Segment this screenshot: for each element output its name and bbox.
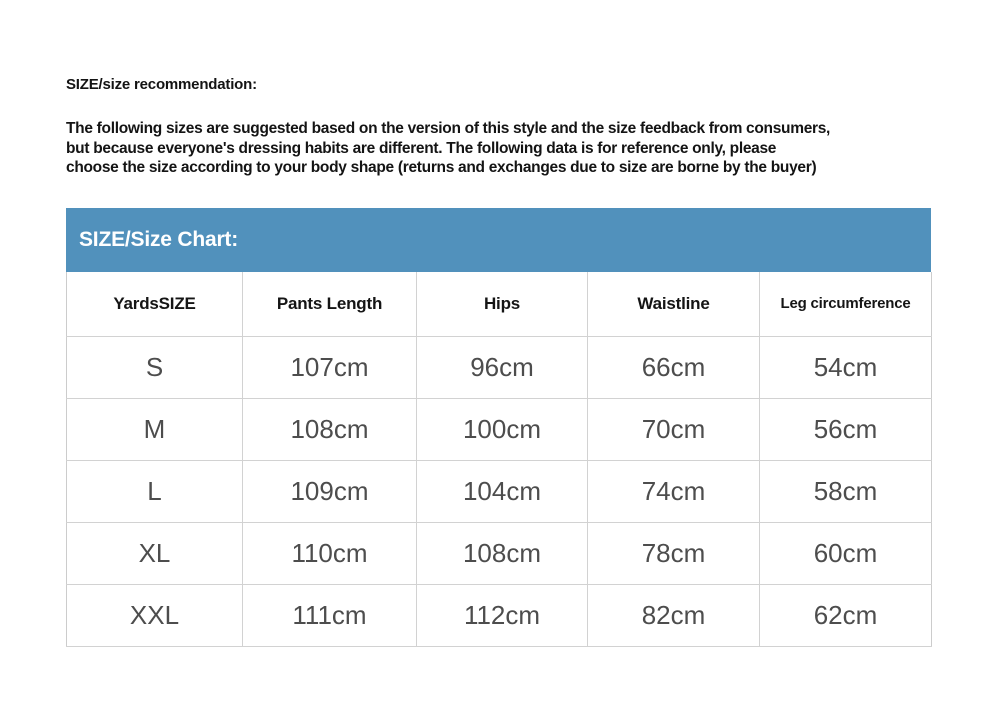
measurement-cell: 62cm bbox=[759, 583, 932, 647]
measurement-cell: 108cm bbox=[416, 521, 588, 585]
table-row-xl: XL 110cm 108cm 78cm 60cm bbox=[66, 521, 932, 585]
table-row-m: M 108cm 100cm 70cm 56cm bbox=[66, 397, 932, 461]
size-chart-banner: SIZE/Size Chart: bbox=[66, 207, 931, 272]
measurement-cell: 100cm bbox=[416, 397, 588, 461]
measurement-cell: 54cm bbox=[759, 335, 932, 399]
measurement-cell: 110cm bbox=[242, 521, 417, 585]
size-cell: XL bbox=[66, 521, 243, 585]
measurement-cell: 104cm bbox=[416, 459, 588, 523]
measurement-cell: 108cm bbox=[242, 397, 417, 461]
measurement-cell: 82cm bbox=[587, 583, 760, 647]
column-header-waistline: Waistline bbox=[587, 271, 760, 337]
table-row-l: L 109cm 104cm 74cm 58cm bbox=[66, 459, 932, 523]
measurement-cell: 109cm bbox=[242, 459, 417, 523]
table-row-s: S 107cm 96cm 66cm 54cm bbox=[66, 335, 932, 399]
measurement-cell: 58cm bbox=[759, 459, 932, 523]
measurement-cell: 60cm bbox=[759, 521, 932, 585]
measurement-cell: 96cm bbox=[416, 335, 588, 399]
table-row-xxl: XXL 111cm 112cm 82cm 62cm bbox=[66, 583, 932, 647]
size-chart-table: YardsSIZE Pants Length Hips Waistline Le… bbox=[66, 271, 932, 647]
size-cell: XXL bbox=[66, 583, 243, 647]
column-header-size: YardsSIZE bbox=[66, 271, 243, 337]
recommendation-line-1: The following sizes are suggested based … bbox=[66, 120, 831, 137]
measurement-cell: 70cm bbox=[587, 397, 760, 461]
size-chart-banner-title: SIZE/Size Chart: bbox=[79, 227, 238, 251]
size-chart-header-row: YardsSIZE Pants Length Hips Waistline Le… bbox=[66, 271, 932, 337]
measurement-cell: 56cm bbox=[759, 397, 932, 461]
measurement-cell: 112cm bbox=[416, 583, 588, 647]
measurement-cell: 111cm bbox=[242, 583, 417, 647]
measurement-cell: 74cm bbox=[587, 459, 760, 523]
recommendation-line-2: but because everyone's dressing habits a… bbox=[66, 139, 777, 157]
recommendation-line-3: choose the size according to your body s… bbox=[66, 159, 817, 176]
size-recommendation-text: The following sizes are suggested based … bbox=[66, 119, 934, 178]
column-header-leg-circumference: Leg circumference bbox=[759, 271, 932, 337]
content-area: SIZE/size recommendation: The following … bbox=[66, 76, 934, 647]
measurement-cell: 66cm bbox=[587, 335, 760, 399]
column-header-pants-length: Pants Length bbox=[242, 271, 417, 337]
size-recommendation-title: SIZE/size recommendation: bbox=[66, 76, 257, 93]
measurement-cell: 107cm bbox=[242, 335, 417, 399]
column-header-hips: Hips bbox=[416, 271, 588, 337]
measurement-cell: 78cm bbox=[587, 521, 760, 585]
size-cell: M bbox=[66, 397, 243, 461]
size-cell: S bbox=[66, 335, 243, 399]
size-cell: L bbox=[66, 459, 243, 523]
